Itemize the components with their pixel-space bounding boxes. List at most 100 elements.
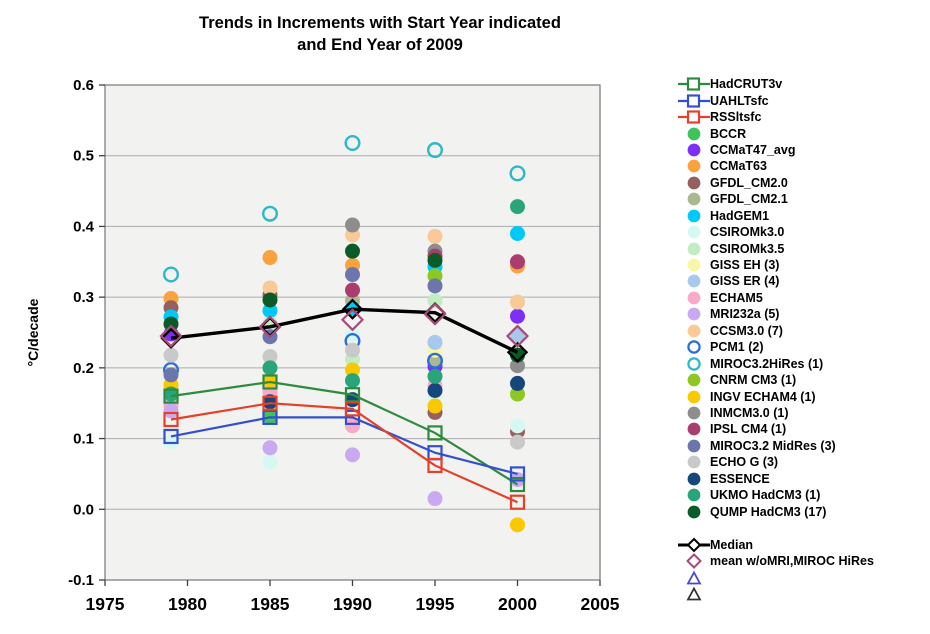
- legend-label-pcm1-2: PCM1 (2): [710, 340, 764, 355]
- legend-marker-giss-eh-3: [678, 257, 710, 273]
- legend-item-giss-eh-3: GISS EH (3): [678, 257, 928, 273]
- legend-marker-miroc3-2-midres-3: [678, 438, 710, 454]
- y-tick-label: 0.4: [73, 218, 95, 235]
- data-point: [427, 278, 443, 294]
- legend-label-echo-g-3: ECHO G (3): [710, 455, 779, 470]
- legend-marker-gfdl-cm2-0: [678, 175, 710, 191]
- data-point: [510, 308, 525, 324]
- legend-marker-rssltsfc: [678, 110, 710, 124]
- data-point: [163, 403, 179, 419]
- legend-marker-triangle-2: [678, 586, 710, 602]
- legend-label-inmcm3-0-1: INMCM3.0 (1): [710, 405, 789, 420]
- data-point: [262, 360, 278, 376]
- legend-label-median: Median: [710, 538, 754, 553]
- data-point: [345, 362, 360, 378]
- chart-title-line1: Trends in Increments with Start Year ind…: [199, 14, 561, 32]
- legend-marker-ingv-echam4-1: [678, 389, 710, 405]
- data-point: [427, 368, 443, 384]
- legend-item-gfdl-cm2-0: GFDL_CM2.0: [678, 175, 928, 191]
- legend-label-csiromk3-0: CSIROMk3.0: [710, 225, 785, 240]
- data-point: [262, 394, 278, 410]
- x-tick-label: 1995: [416, 594, 455, 614]
- legend-marker-hadcrut3v: [678, 77, 710, 91]
- data-point: [345, 447, 360, 463]
- legend-item-triangle-1: [678, 570, 928, 586]
- legend-item-giss-er-4: GISS ER (4): [678, 273, 928, 289]
- data-point: [510, 226, 525, 241]
- data-point: [427, 142, 444, 159]
- legend-marker-mean-womri-miroc-hires: [678, 553, 710, 570]
- data-point: [345, 267, 360, 283]
- legend-marker-ipsl-cm4-1: [678, 421, 710, 437]
- legend-item-ipsl-cm4-1: IPSL CM4 (1): [678, 421, 928, 437]
- legend-item-median: Median: [678, 537, 928, 553]
- legend-item-ingv-echam4-1: INGV ECHAM4 (1): [678, 388, 928, 404]
- data-point: [345, 418, 360, 434]
- data-point: [345, 373, 360, 389]
- legend-label-mri232a-5: MRI232a (5): [710, 307, 780, 322]
- data-point: [427, 352, 444, 369]
- legend-item-gfdl-cm2-1: GFDL_CM2.1: [678, 191, 928, 207]
- legend-marker-cnrm-cm3-1: [678, 372, 710, 388]
- legend-label-gfdl-cm2-0: GFDL_CM2.0: [710, 175, 788, 190]
- data-point: [262, 303, 278, 319]
- data-point: [510, 386, 525, 402]
- legend-marker-triangle-1: [678, 570, 710, 586]
- legend-label-ccsm3-0-7: CCSM3.0 (7): [710, 323, 783, 338]
- legend-marker-mri232a-5: [678, 306, 710, 322]
- data-point: [262, 280, 278, 296]
- legend-label-giss-eh-3: GISS EH (3): [710, 258, 780, 273]
- legend-item-rssltsfc: RSSltsfc: [678, 109, 928, 125]
- square-marker: [509, 476, 526, 493]
- legend-item-ccmat63: CCMaT63: [678, 158, 928, 174]
- legend-label-hadcrut3v: HadCRUT3v: [710, 77, 783, 92]
- legend-label-echam5: ECHAM5: [710, 290, 763, 305]
- legend-item-miroc3-2hires-1: MIROC3.2HiRes (1): [678, 355, 928, 371]
- data-point: [427, 382, 443, 398]
- legend-marker-uahltsfc: [678, 94, 710, 108]
- data-line: [170, 380, 519, 486]
- legend-item-essence: ESSENCE: [678, 471, 928, 487]
- legend-item-ccsm3-0-7: CCSM3.0 (7): [678, 323, 928, 339]
- square-marker: [262, 374, 278, 390]
- legend-marker-miroc3-2hires-1: [678, 356, 710, 372]
- data-point: [163, 316, 179, 332]
- legend-label-rssltsfc: RSSltsfc: [710, 110, 762, 125]
- x-tick-label: 2005: [581, 594, 620, 614]
- data-point: [163, 347, 179, 363]
- y-tick-label: 0.1: [73, 431, 94, 448]
- diamond-marker: [258, 315, 282, 339]
- data-point: [262, 454, 278, 470]
- data-point: [345, 282, 360, 298]
- data-line: [170, 416, 518, 475]
- data-point: [345, 342, 360, 358]
- y-tick-label: -0.1: [68, 572, 94, 589]
- legend-label-miroc3-2-midres-3: MIROC3.2 MidRes (3): [710, 438, 836, 453]
- legend-label-ukmo-hadcm3-1: UKMO HadCM3 (1): [710, 488, 821, 503]
- square-marker: [344, 401, 361, 417]
- data-line: [170, 402, 518, 504]
- legend-item-pcm1-2: PCM1 (2): [678, 339, 928, 355]
- data-point: [510, 199, 525, 215]
- legend-label-ccmat63: CCMaT63: [710, 159, 767, 174]
- data-point: [510, 517, 525, 533]
- data-point: [510, 294, 525, 310]
- legend-item-mean-womri-miroc-hires: mean w/oMRI,MIROC HiRes: [678, 553, 928, 570]
- square-marker: [163, 411, 179, 428]
- legend-marker-ukmo-hadcm3-1: [678, 487, 710, 503]
- diamond-marker: [341, 298, 364, 320]
- legend-marker-essence: [678, 471, 710, 487]
- data-point: [510, 418, 525, 434]
- data-point: [344, 134, 361, 151]
- data-point: [510, 254, 525, 270]
- legend-marker-ccmat47-avg: [678, 142, 710, 158]
- x-tick-label: 1975: [86, 594, 125, 614]
- legend-item-hadgem1: HadGEM1: [678, 208, 928, 224]
- legend-item-echam5: ECHAM5: [678, 290, 928, 306]
- legend-marker-giss-er-4: [678, 273, 710, 289]
- square-marker: [509, 494, 526, 510]
- legend-label-mean-womri-miroc-hires: mean w/oMRI,MIROC HiRes: [710, 554, 874, 569]
- y-tick-label: 0.3: [73, 289, 94, 306]
- legend-label-bccr: BCCR: [710, 126, 747, 141]
- legend-item-qump-hadcm3-17: QUMP HadCM3 (17): [678, 503, 928, 519]
